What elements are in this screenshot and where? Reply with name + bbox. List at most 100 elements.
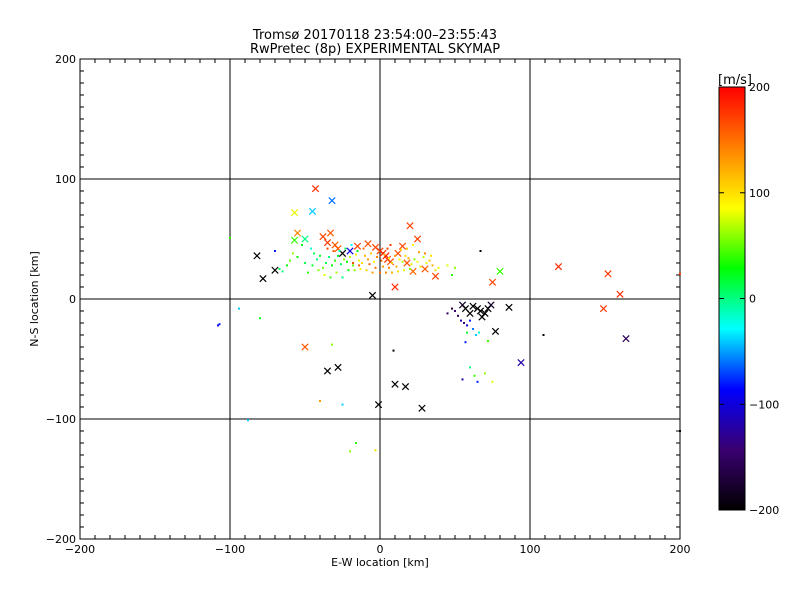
data-point-dot <box>434 269 437 272</box>
data-point-dot <box>454 310 456 312</box>
data-point-x <box>403 259 411 267</box>
data-point-dot <box>475 334 477 336</box>
x-tick-label: −200 <box>65 543 95 556</box>
data-point-dot <box>259 317 261 320</box>
data-point-dot <box>352 262 354 264</box>
data-point-dot <box>365 269 368 272</box>
data-point-dot <box>278 268 281 270</box>
data-point-x <box>469 302 477 310</box>
chart-subtitle: RwPretec (8p) EXPERIMENTAL SKYMAP <box>250 42 500 57</box>
data-point-dot <box>218 323 221 326</box>
data-point-dot <box>331 343 333 346</box>
axis-ticks: −200 −100 0 100 200 −200 −100 0 100 200 <box>46 53 691 556</box>
y-tick-label: 0 <box>69 293 76 306</box>
data-point-x <box>293 229 302 237</box>
data-point-dot <box>383 253 386 256</box>
data-point-dot <box>484 372 486 375</box>
data-point-dot <box>412 244 414 246</box>
data-point-dot <box>398 258 401 261</box>
data-point-dot <box>358 264 360 267</box>
data-point-x <box>421 265 429 273</box>
data-point-dot <box>392 349 395 352</box>
x-axis-label: E-W location [km] <box>331 556 429 569</box>
data-point-dot <box>247 419 249 422</box>
data-point-dot <box>358 259 360 262</box>
data-point-dot <box>476 380 479 383</box>
data-point-dot <box>332 250 335 252</box>
data-point-dot <box>355 442 357 444</box>
data-point-x <box>290 236 299 244</box>
data-point-dot <box>413 258 416 261</box>
data-point-dot <box>286 264 288 267</box>
data-point-dot <box>370 252 372 255</box>
data-point-dot <box>349 450 351 453</box>
data-point-dot <box>292 252 294 255</box>
data-point-x <box>487 301 495 309</box>
data-point-x <box>599 304 608 313</box>
data-point-dot <box>341 276 344 279</box>
data-point-dot <box>323 274 326 276</box>
data-point-dot <box>437 266 440 269</box>
data-point-x <box>496 267 504 276</box>
data-point-dot <box>347 269 350 272</box>
data-point-dot <box>379 271 381 274</box>
data-point-dot <box>355 253 357 256</box>
data-point-dot <box>395 265 398 268</box>
data-point-dot <box>238 307 240 310</box>
data-point-x <box>323 238 332 247</box>
data-point-dot <box>425 262 428 264</box>
data-point-dot <box>338 250 341 252</box>
data-point-x <box>413 235 422 243</box>
data-point-dot <box>457 314 459 317</box>
data-point-dot <box>343 258 345 261</box>
data-point-dot <box>397 270 399 273</box>
data-point-dot <box>451 274 453 276</box>
data-point-dot <box>479 250 482 252</box>
data-point-dot <box>403 269 405 272</box>
data-point-dot <box>388 266 390 269</box>
data-point-x <box>311 184 320 193</box>
data-point-dot <box>389 244 392 246</box>
data-point-dot <box>356 250 359 252</box>
data-point-x <box>271 266 279 274</box>
data-point-x <box>371 243 380 252</box>
data-point-dot <box>322 266 324 269</box>
data-point-dot <box>368 263 371 266</box>
data-point-dot <box>469 319 471 322</box>
data-point-dot <box>451 307 453 310</box>
data-point-dot <box>461 378 464 381</box>
data-point-dot <box>217 324 219 327</box>
data-point-dot <box>313 252 315 255</box>
data-point-dot <box>310 247 312 250</box>
data-point-dot <box>418 251 420 254</box>
chart-title: Tromsø 20170118 23:54:00–23:55:43 <box>252 28 497 43</box>
data-point-x <box>319 232 327 241</box>
data-point-dot <box>346 260 348 263</box>
data-point-dot <box>454 266 456 269</box>
data-point-x <box>418 404 426 412</box>
data-point-x <box>308 207 317 216</box>
data-point-dot <box>679 272 681 275</box>
data-point-x <box>391 380 399 388</box>
data-point-x <box>406 222 414 230</box>
data-point-dot <box>491 380 494 383</box>
data-point-dot <box>296 256 299 258</box>
data-point-x <box>334 363 342 372</box>
data-point-dot <box>326 247 329 250</box>
data-point-dot <box>382 265 384 268</box>
data-point-dot <box>331 264 333 267</box>
data-point-x <box>259 274 267 283</box>
data-point-dot <box>391 262 393 264</box>
data-point-dot <box>328 256 330 258</box>
data-point-dot <box>373 260 375 263</box>
data-point-dot <box>542 334 545 336</box>
data-point-dot <box>406 247 408 250</box>
data-point-x <box>368 291 377 300</box>
data-point-dot <box>472 328 474 330</box>
data-point-dot <box>362 247 365 250</box>
data-point-dot <box>374 449 377 452</box>
data-point-dot <box>317 269 320 272</box>
x-tick-label: −100 <box>215 543 245 556</box>
data-point-dot <box>407 257 410 260</box>
